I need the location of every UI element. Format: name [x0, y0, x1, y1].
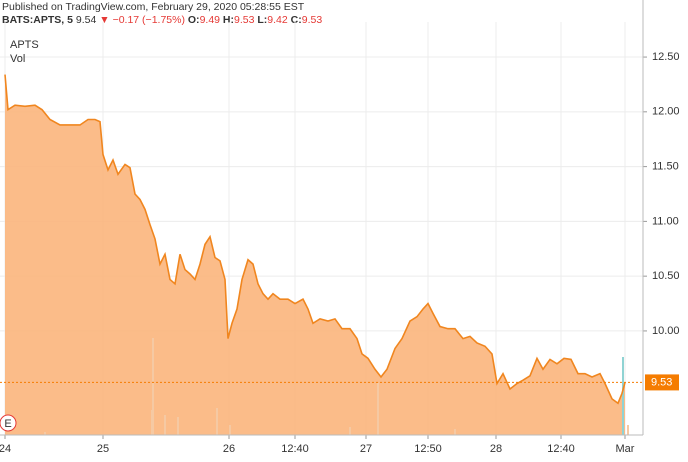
y-tick-label: 12.50	[652, 51, 680, 63]
y-tick-label: 12.00	[652, 106, 680, 118]
x-tick-label: 28	[490, 443, 502, 455]
last: 9.54	[76, 14, 97, 26]
x-tick-label: 24	[0, 443, 11, 455]
volume-bar	[44, 432, 46, 435]
ohlc-value: 9.53	[302, 14, 323, 26]
volume-bar	[377, 383, 379, 435]
published-note: Published on TradingView.com, February 2…	[2, 1, 305, 13]
event-marker[interactable]: E	[4, 418, 11, 430]
x-tick-label: 25	[97, 443, 109, 455]
volume-bar	[152, 338, 154, 435]
price-area	[5, 74, 625, 435]
y-tick-label: 11.50	[652, 161, 679, 173]
volume-bar	[349, 427, 351, 435]
volume-bar	[627, 425, 629, 435]
symbol-info: BATS:APTS, 5 9.54 ▼ −0.17 (−1.75%) O:9.4…	[2, 14, 322, 26]
x-tick-label: 12:40	[547, 443, 575, 455]
volume-label: Vol	[10, 53, 25, 65]
last-price-label: 9.53	[651, 376, 672, 388]
volume-bar	[229, 425, 231, 435]
ohlc-label: C:	[291, 14, 302, 26]
plot-area	[0, 22, 647, 439]
change: ▼ −0.17 (−1.75%)	[99, 14, 185, 26]
x-tick-label: 12:40	[281, 443, 309, 455]
y-tick-label: 10.50	[652, 270, 680, 282]
symbol-title: APTS	[10, 39, 39, 51]
price-line	[4, 74, 626, 405]
event-icon[interactable]	[0, 414, 17, 432]
ohlc-label: O:	[188, 14, 200, 26]
volume-bar	[177, 417, 179, 435]
ohlc-value: 9.49	[200, 14, 221, 26]
x-tick-label: 26	[223, 443, 235, 455]
symbol: BATS:APTS, 5	[2, 14, 73, 26]
ohlc-label: H:	[223, 14, 234, 26]
x-tick-label: 12:50	[414, 443, 442, 455]
volume-bar	[216, 408, 218, 435]
ohlc-label: L:	[257, 14, 267, 26]
volume-bar	[454, 429, 456, 435]
ohlc-value: 9.42	[267, 14, 288, 26]
y-tick-label: 10.00	[652, 325, 680, 337]
last-price-box	[645, 374, 679, 391]
volume-bar	[622, 357, 624, 435]
volume-bar	[164, 415, 166, 435]
x-tick-label: 27	[360, 443, 372, 455]
x-tick-label: Mar	[616, 443, 635, 455]
ohlc-value: 9.53	[234, 14, 255, 26]
y-tick-label: 11.00	[652, 215, 679, 227]
